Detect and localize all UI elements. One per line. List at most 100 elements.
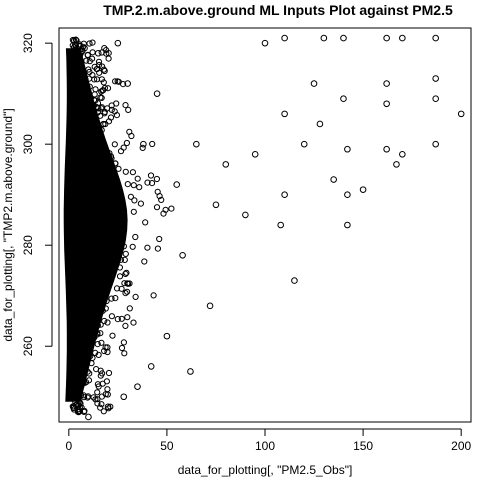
scatter-point — [95, 295, 102, 302]
scatter-point — [72, 42, 80, 50]
scatter-point — [71, 300, 78, 307]
y-tick-label: 300 — [21, 134, 35, 154]
scatter-point — [82, 333, 89, 340]
scatter-point — [113, 285, 121, 292]
scatter-point — [86, 40, 93, 47]
scatter-point — [126, 305, 133, 312]
scatter-point — [122, 168, 129, 175]
scatter-point — [71, 265, 78, 272]
scatter-point — [340, 34, 347, 42]
scatter-point — [76, 176, 83, 183]
scatter-point — [103, 378, 111, 385]
scatter-point — [89, 165, 97, 172]
scatter-point — [124, 314, 131, 321]
y-tick-label: 260 — [21, 336, 35, 356]
scatter-point — [100, 408, 107, 415]
scatter-point — [90, 109, 97, 117]
scatter-point — [75, 279, 82, 286]
scatter-point — [91, 327, 99, 334]
scatter-point — [115, 165, 122, 172]
scatter-point — [99, 187, 107, 194]
scatter-point — [79, 158, 87, 165]
y-axis: 260 280 300 320 — [21, 33, 53, 356]
scatter-point — [112, 160, 119, 167]
scatter-point — [81, 325, 88, 332]
scatter-point — [118, 344, 126, 352]
scatter-point — [122, 102, 129, 109]
scatter-point — [97, 112, 104, 119]
scatter-point — [344, 145, 351, 153]
scatter-point — [78, 58, 85, 65]
y-tick-label: 320 — [21, 33, 35, 53]
scatter-point — [107, 221, 114, 228]
scatter-point — [122, 250, 129, 257]
scatter-point — [98, 127, 105, 134]
scatter-point — [85, 66, 92, 73]
scatter-point — [77, 318, 85, 325]
scatter-point — [76, 207, 84, 214]
scatter-point — [127, 193, 134, 200]
scatter-point — [316, 120, 324, 128]
scatter-point — [75, 248, 82, 255]
x-tick-label: 50 — [160, 439, 174, 453]
scatter-point — [73, 193, 80, 200]
scatter-point — [70, 322, 77, 330]
scatter-point — [114, 316, 121, 323]
scatter-point — [131, 197, 138, 204]
scatter-point — [70, 257, 77, 264]
scatter-point — [104, 391, 111, 398]
scatter-point — [383, 100, 390, 108]
scatter-point — [107, 176, 114, 183]
scatter-point — [141, 258, 148, 265]
scatter-point — [103, 50, 110, 57]
scatter-point — [81, 164, 88, 171]
scatter-point — [70, 131, 77, 139]
scatter-point — [123, 269, 130, 276]
scatter-point — [81, 407, 88, 414]
scatter-point — [83, 265, 90, 273]
scatter-point — [160, 210, 167, 217]
scatter-point — [104, 85, 112, 92]
x-axis: 0 50 100 150 200 — [65, 428, 472, 453]
scatter-point — [74, 51, 82, 58]
scatter-point — [84, 130, 91, 137]
scatter-point — [88, 136, 95, 143]
scatter-point — [77, 274, 85, 281]
scatter-point — [75, 135, 82, 142]
chart-title: TMP.2.m.above.ground ML Inputs Plot agai… — [103, 2, 453, 18]
scatter-point — [98, 339, 105, 346]
scatter-point — [103, 297, 110, 305]
scatter-point — [140, 140, 147, 148]
scatter-point — [173, 181, 181, 188]
y-axis-label: data_for_plotting[, "TMP2.m.above.ground… — [1, 108, 15, 341]
scatter-point — [84, 224, 91, 231]
scatter-point — [74, 92, 81, 99]
scatter-point — [81, 241, 88, 248]
scatter-point — [96, 217, 103, 224]
scatter-point — [81, 186, 88, 193]
scatter-point — [432, 95, 439, 103]
scatter-point — [83, 298, 91, 305]
dense-point-cloud — [63, 36, 175, 415]
scatter-point — [120, 144, 127, 151]
scatter-point — [69, 104, 77, 111]
scatter-point — [95, 58, 103, 65]
scatter-point — [206, 302, 214, 310]
scatter-point — [77, 353, 85, 360]
scatter-point — [87, 152, 94, 159]
scatter-point — [86, 334, 93, 341]
scatter-point — [281, 191, 288, 198]
scatter-point — [81, 202, 89, 209]
scatter-point — [97, 271, 104, 278]
scatter-point — [85, 126, 92, 133]
scatter-point — [85, 247, 92, 254]
scatter-point — [300, 140, 308, 148]
scatter-point — [91, 91, 98, 98]
scatter-point — [83, 310, 90, 317]
scatter-point — [73, 67, 80, 74]
scatter-point — [76, 285, 83, 293]
scatter-point — [92, 120, 99, 127]
scatter-point — [156, 235, 163, 243]
scatter-point — [86, 370, 93, 377]
scatter-point — [113, 223, 120, 230]
